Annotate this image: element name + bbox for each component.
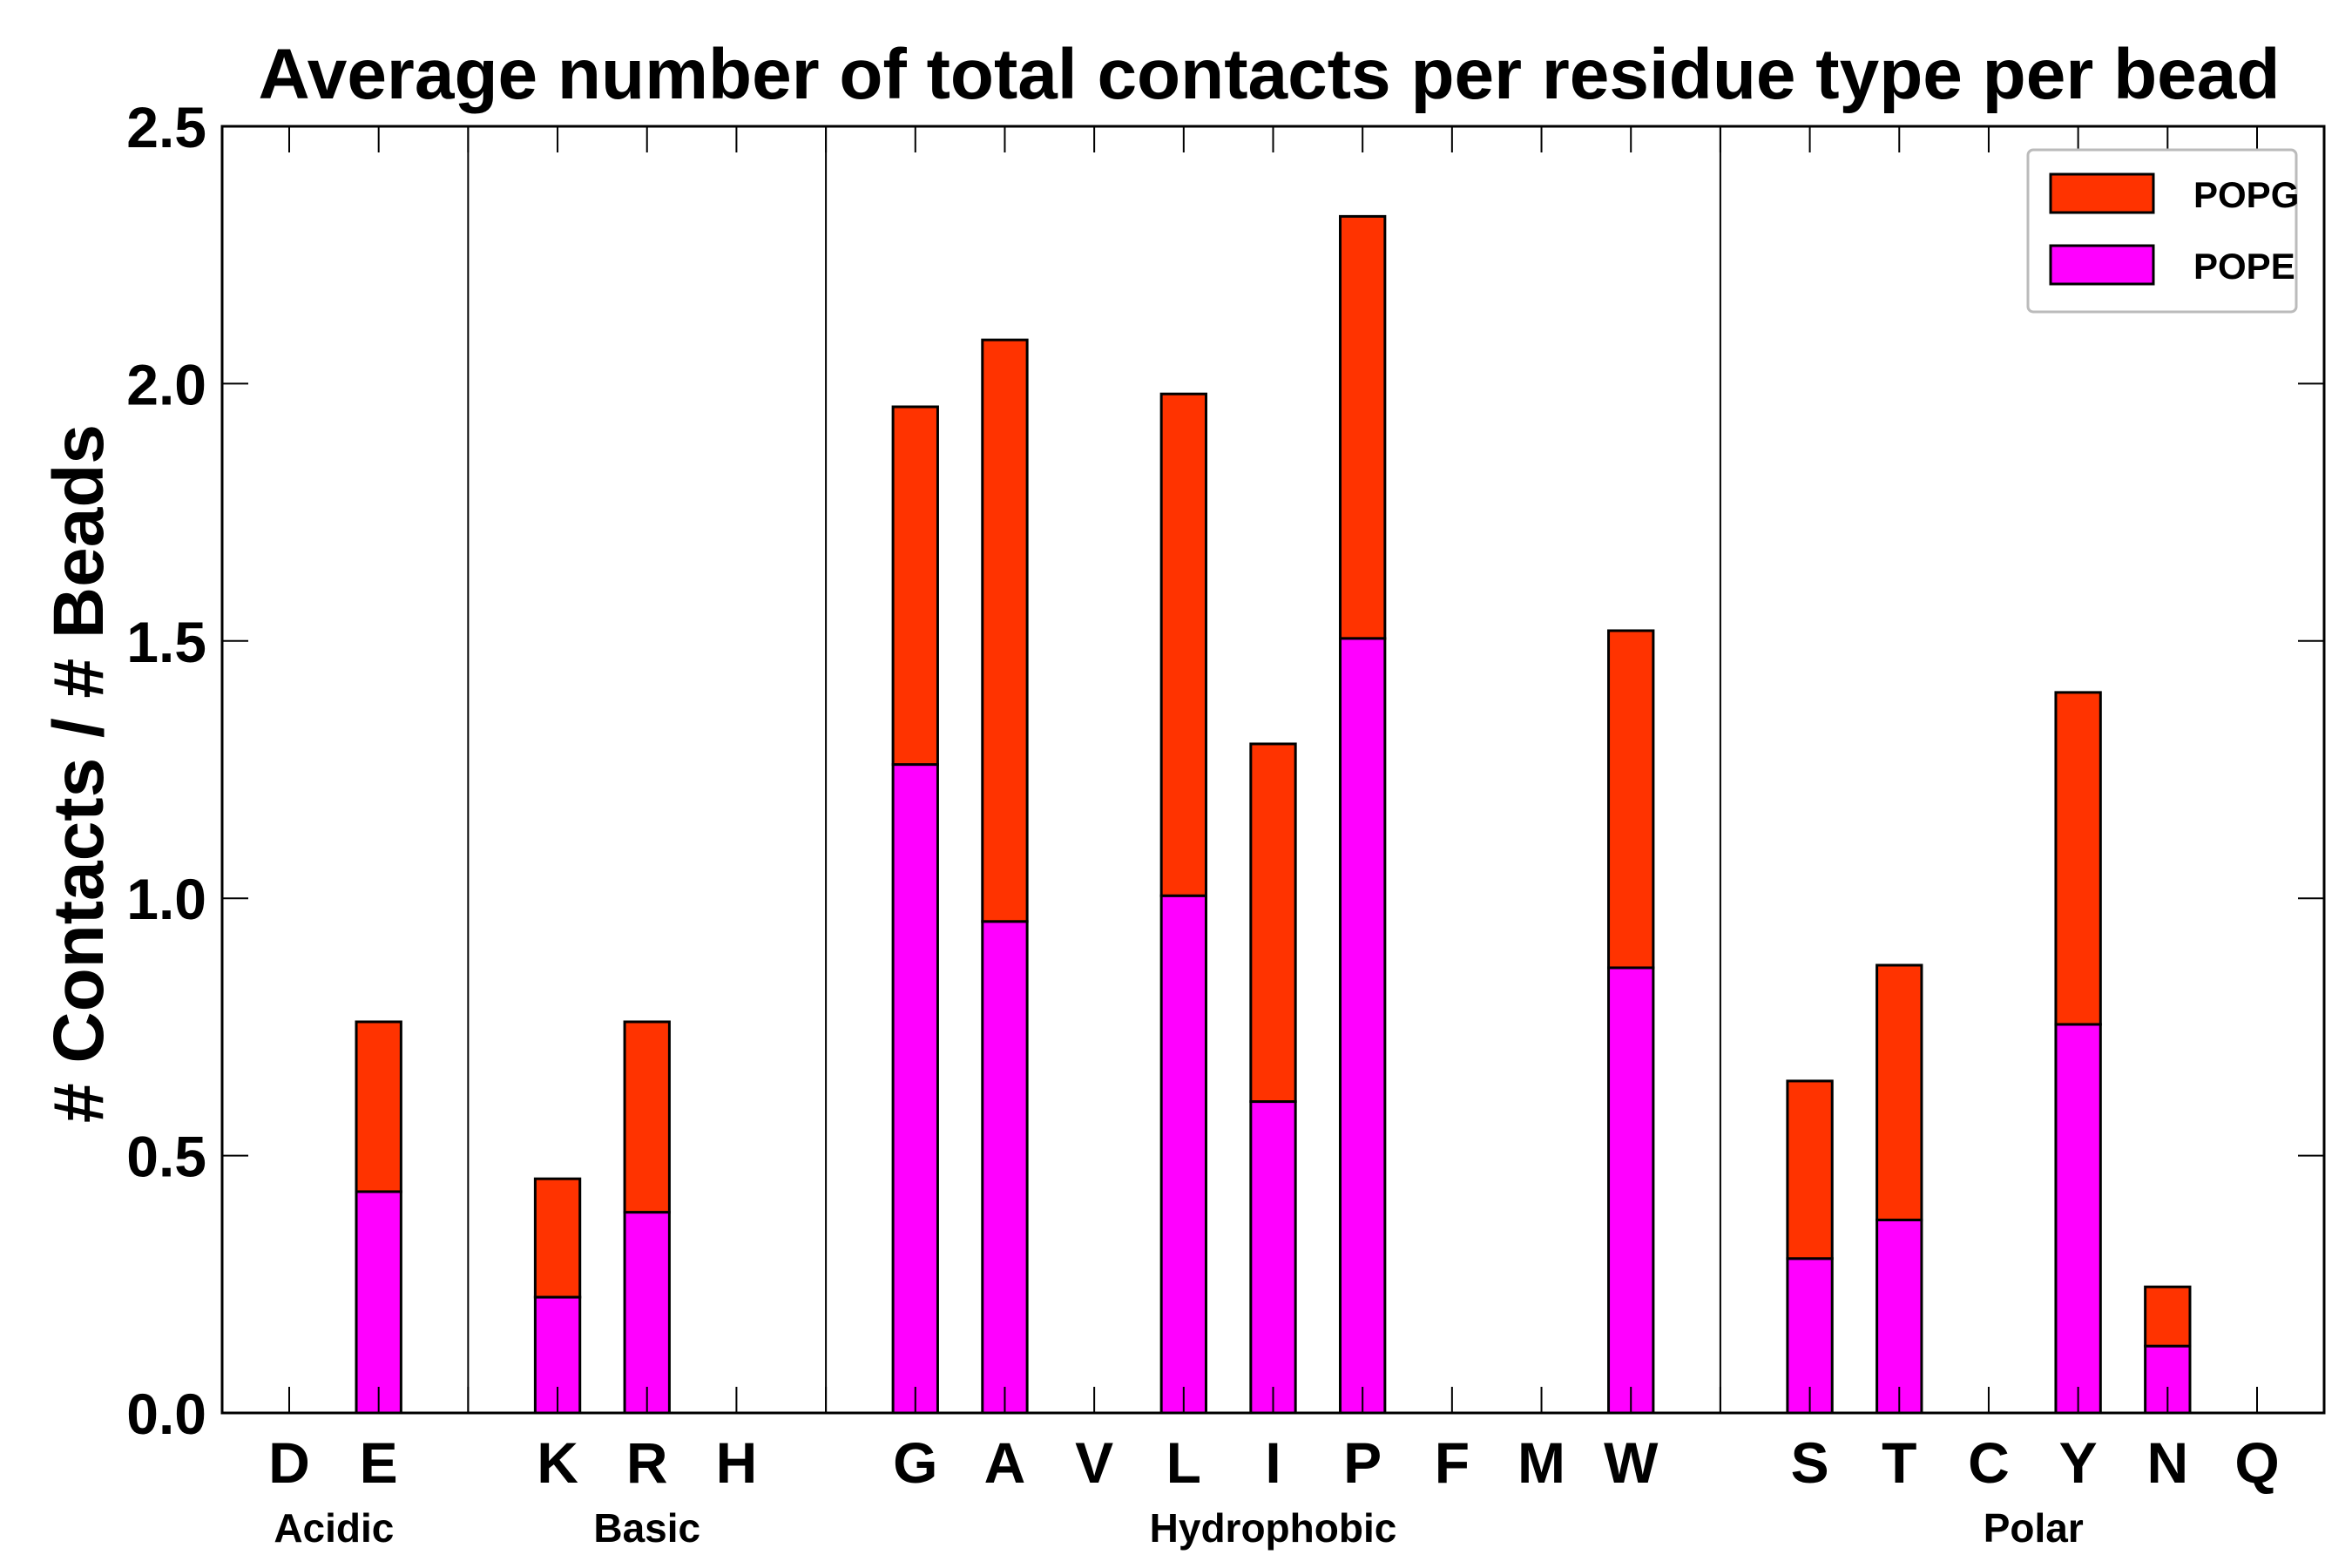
bar-popg-G	[891, 405, 939, 767]
bar-pope-E	[355, 1190, 402, 1415]
x-tick-label-W: W	[1604, 1430, 1659, 1495]
bar-popg-T	[1876, 963, 1923, 1221]
x-tick-label-Y: Y	[2059, 1430, 2098, 1495]
legend: POPG POPE	[2026, 148, 2299, 314]
x-tick-label-N: N	[2146, 1430, 2188, 1495]
group-label-basic: Basic	[593, 1505, 700, 1551]
bar-popg-A	[981, 338, 1029, 923]
group-label-hydrophobic: Hydrophobic	[1150, 1505, 1397, 1551]
legend-label-popg: POPG	[2193, 174, 2299, 215]
x-tick-label-G: G	[893, 1430, 937, 1495]
bar-pope-G	[891, 763, 939, 1415]
x-tick-label-P: P	[1343, 1430, 1382, 1495]
bar-popg-S	[1786, 1079, 1834, 1260]
x-tick-label-D: D	[268, 1430, 310, 1495]
bar-popg-N	[2144, 1285, 2192, 1348]
bar-pope-P	[1339, 637, 1387, 1415]
bar-pope-R	[623, 1211, 671, 1415]
x-tick-label-S: S	[1791, 1430, 1829, 1495]
group-label-polar: Polar	[1984, 1505, 2084, 1551]
x-tick-label-K: K	[537, 1430, 578, 1495]
legend-label-pope: POPE	[2193, 246, 2295, 287]
axes-frame	[220, 125, 2326, 1415]
bar-pope-A	[981, 920, 1029, 1415]
x-tick-label-H: H	[716, 1430, 758, 1495]
legend-swatch-popg	[2049, 172, 2155, 214]
x-tick-label-A: A	[984, 1430, 1026, 1495]
bar-popg-I	[1249, 742, 1297, 1104]
x-tick-label-C: C	[1968, 1430, 2010, 1495]
chart-title: Average number of total contacts per res…	[259, 35, 2281, 114]
bar-popg-P	[1339, 214, 1387, 640]
bar-pope-W	[1607, 966, 1655, 1415]
y-axis-label: # Contacts / # Beads	[39, 424, 118, 1123]
bar-popg-E	[355, 1020, 402, 1193]
bar-popg-R	[623, 1020, 671, 1214]
x-tick-label-V: V	[1075, 1430, 1113, 1495]
group-label-acidic: Acidic	[274, 1505, 394, 1551]
x-tick-label-L: L	[1166, 1430, 1201, 1495]
x-tick-label-T: T	[1882, 1430, 1916, 1495]
x-tick-label-M: M	[1517, 1430, 1565, 1495]
y-tick-label: 1.0	[126, 867, 206, 931]
legend-swatch-pope	[2049, 244, 2155, 286]
bar-pope-Y	[2054, 1023, 2102, 1415]
y-tick-label: 0.5	[126, 1125, 206, 1189]
bar-pope-L	[1159, 894, 1207, 1415]
bar-pope-T	[1876, 1218, 1923, 1415]
x-tick-label-F: F	[1435, 1430, 1470, 1495]
y-tick-label: 1.5	[126, 610, 206, 674]
bar-popg-L	[1159, 392, 1207, 897]
bar-pope-I	[1249, 1100, 1297, 1415]
bar-popg-K	[533, 1177, 582, 1299]
y-tick-label: 2.5	[126, 95, 206, 159]
x-tick-label-R: R	[626, 1430, 668, 1495]
bar-popg-W	[1607, 629, 1655, 970]
x-tick-label-I: I	[1265, 1430, 1281, 1495]
y-tick-label: 2.0	[126, 352, 206, 416]
x-tick-label-Q: Q	[2234, 1430, 2279, 1495]
x-tick-label-E: E	[360, 1430, 398, 1495]
y-tick-label: 0.0	[126, 1382, 206, 1446]
bar-popg-Y	[2054, 691, 2102, 1026]
plot-area: 0.0 0.5 1.0 1.5 2.0 2.5 D E K R H G A V L I P F M W S T C Y N Q Ac…	[126, 95, 2326, 1551]
